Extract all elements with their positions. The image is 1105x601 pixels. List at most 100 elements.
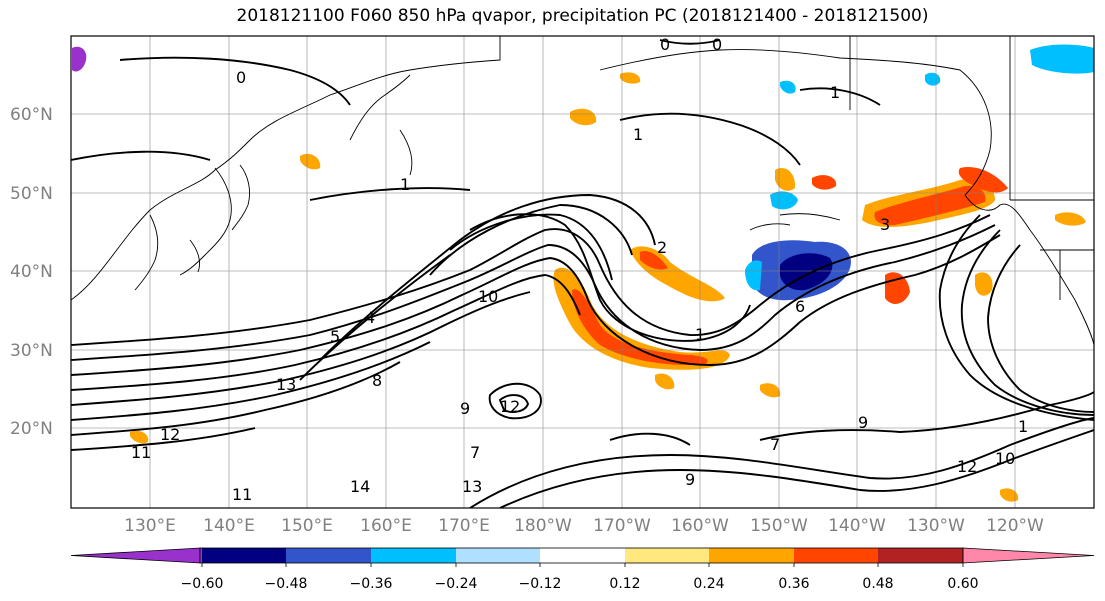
contour-label: 1 [400,175,410,194]
lat-label: 60°N [10,105,53,125]
contour-label: 8 [372,371,382,390]
contour-label: 11 [232,485,252,504]
colorbar-tick-label: 0.60 [947,576,978,592]
contour-label: 10 [995,449,1015,468]
lat-label: 30°N [10,341,53,361]
lon-label: 140°W [828,516,886,536]
negative-anomaly-patch [925,72,941,86]
contour-label: 13 [462,477,482,496]
lat-label: 40°N [10,262,53,282]
contour-label: 1 [1018,417,1028,436]
lon-label: 170°E [438,516,490,536]
contour-label: 14 [350,477,370,496]
lat-label: 50°N [10,184,53,204]
lon-label: 150°E [281,516,333,536]
map-border [70,35,1095,509]
colorbar-extend-high [962,547,1095,564]
contour-label: 1 [633,125,643,144]
colorbar-tick-label: −0.24 [435,576,478,592]
positive-anomaly-patch [775,168,796,191]
contour-label: 12 [957,457,977,476]
positive-anomaly-patch [130,430,149,444]
contour-label: 0 [660,35,670,54]
lon-label: 170°W [593,516,651,536]
negative-anomaly-patch [72,46,87,72]
contour-label: 3 [880,215,890,234]
lon-label: 160°W [671,516,729,536]
contour-label: 1 [695,325,705,344]
lon-label: 180°W [514,516,572,536]
coastlines [71,36,1094,346]
lon-label: 140°E [203,516,255,536]
colorbar-tick-label: −0.48 [265,576,308,592]
positive-anomaly-patch [760,383,781,398]
positive-anomaly-patch [1000,488,1019,502]
negative-anomaly-patch [780,80,796,94]
negative-anomaly-patch [770,191,798,210]
contour-labels: 0 0 0 1 1 1 1 1 2 3 4 5 6 7 7 8 9 9 9 10… [131,35,1028,504]
colorbar-segment [709,548,794,563]
colorbar-tick-label: 0.48 [862,576,893,592]
colorbar-tick-label: 0.36 [778,576,809,592]
colorbar-tick-label: 0.24 [693,576,724,592]
positive-anomaly-patch [570,108,597,126]
colorbar-extend-low [70,547,201,564]
colorbar-segment [371,548,456,563]
lon-label: 130°W [907,516,965,536]
contour-label: 7 [470,443,480,462]
positive-anomaly-patch [812,175,837,190]
latitude-labels: 60°N 50°N 40°N 30°N 20°N [10,105,53,439]
positive-anomaly-patch [572,289,708,366]
contour-label: 10 [478,287,498,306]
contour-label: 9 [685,470,695,489]
colorbar-segment [456,548,540,563]
contour-label: 4 [365,308,375,327]
negative-anomaly-patch [745,260,762,291]
colorbar-segment [625,548,709,563]
positive-anomaly-patch [874,185,986,226]
map-frame [71,36,1094,508]
colorbar-tick-label: −0.12 [519,576,562,592]
lat-label: 20°N [10,419,53,439]
contour-label: 1 [830,83,840,102]
positive-anomaly-patch [1055,212,1086,226]
colorbar-segment [794,548,878,563]
contour-label: 12 [500,397,520,416]
contour-label: 2 [657,238,667,257]
colorbar-segment [540,548,625,563]
colorbar-ticks: −0.60 −0.48 −0.36 −0.24 −0.12 0.12 0.24 … [181,576,979,592]
contour-label: 9 [460,399,470,418]
negative-anomaly-patch [1030,44,1094,74]
colorbar [70,547,1095,567]
lon-label: 130°E [124,516,176,536]
colorbar-tick-label: −0.36 [350,576,393,592]
positive-anomaly-patch [553,267,730,370]
contour-label: 0 [712,35,722,54]
positive-anomaly-patch [655,373,675,390]
lon-label: 160°E [360,516,412,536]
positive-anomaly-patch [958,166,1008,193]
map-title: 2018121100 F060 850 hPa qvapor, precipit… [236,6,929,26]
contour-label: 7 [770,435,780,454]
contour-label: 9 [858,413,868,432]
lon-label: 150°W [750,516,808,536]
colorbar-tick-label: −0.60 [181,576,224,592]
colorbar-outline [199,547,964,564]
colorbar-segment [878,548,963,563]
positive-anomaly-patch [620,72,641,84]
contour-label: 12 [160,425,180,444]
contour-label: 5 [330,327,340,346]
colorbar-segment [286,548,371,563]
positive-anomaly-patch [640,250,668,270]
positive-anomaly-patch [300,153,321,170]
colorbar-tick-label: 0.12 [609,576,640,592]
colorbar-segment [200,548,202,563]
contour-label: 0 [236,68,246,87]
contour-label: 13 [276,375,296,394]
positive-anomaly-patch [975,272,993,296]
longitude-labels: 130°E 140°E 150°E 160°E 170°E 180°W 170°… [124,516,1044,536]
colorbar-segment [202,548,286,563]
qvapor-contours [71,39,1094,508]
lon-label: 120°W [986,516,1044,536]
